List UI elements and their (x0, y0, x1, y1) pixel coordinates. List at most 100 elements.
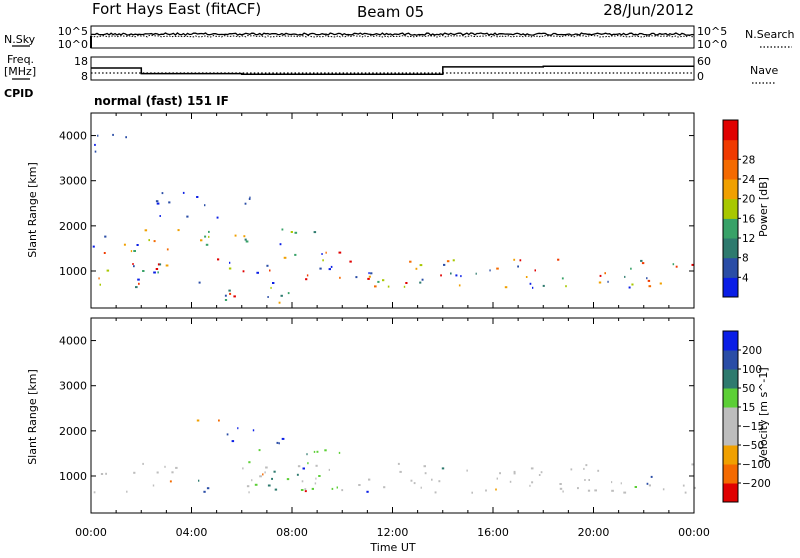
velocity-data-point (328, 468, 330, 471)
velocity-data-point (540, 471, 543, 474)
velocity-data-point (206, 487, 210, 490)
colorbar-swatch (723, 120, 738, 141)
nsky-trace (91, 32, 695, 37)
velocity-data-point (316, 450, 319, 453)
power-data-point (440, 274, 442, 277)
power-data-point (104, 235, 107, 238)
power-data-point (599, 274, 602, 277)
velocity-data-point (307, 462, 309, 465)
colorbar-swatch (723, 139, 738, 160)
power-data-point (283, 256, 287, 259)
power-scatter (92, 133, 695, 304)
power-data-point (306, 274, 309, 277)
power-data-point (672, 263, 675, 266)
power-data-point (648, 285, 652, 288)
power-data-point (98, 277, 100, 280)
velocity-data-point (264, 471, 266, 474)
power-data-point (97, 134, 99, 137)
velocity-data-point (611, 481, 613, 484)
power-data-point (630, 267, 632, 270)
time-tick-label: 00:00 (75, 526, 107, 539)
power-data-point (421, 278, 424, 281)
power-data-point (142, 270, 145, 272)
power-y-tick-label: 2000 (59, 220, 87, 233)
power-data-point (460, 275, 462, 278)
velocity-data-point (530, 467, 534, 470)
nave-label: Nave (750, 64, 778, 77)
velocity-data-point (383, 486, 386, 489)
power-data-point (198, 281, 201, 284)
velocity-data-point (242, 467, 244, 470)
velocity-data-point (562, 490, 564, 493)
power-data-point (266, 264, 269, 267)
power-data-point (377, 280, 380, 283)
noise-right-tick-top: 10^5 (697, 25, 727, 38)
cpid-text: normal (fast) 151 IF (94, 94, 229, 108)
velocity-data-point (413, 482, 416, 485)
power-data-point (133, 250, 136, 252)
colorbar-swatch (723, 159, 738, 180)
power-data-point (103, 252, 106, 254)
velocity-data-point (499, 472, 501, 475)
velocity-data-point (331, 487, 334, 490)
velocity-colorbar-tick: 50 (742, 383, 755, 395)
velocity-data-point (267, 484, 271, 487)
power-data-point (249, 196, 251, 199)
power-data-point (94, 143, 96, 146)
velocity-data-point (650, 475, 653, 478)
velocity-y-tick-label: 2000 (59, 425, 87, 438)
power-data-point (450, 272, 452, 275)
colorbar-swatch (723, 238, 738, 259)
power-data-point (534, 269, 536, 272)
power-data-point (166, 248, 169, 251)
time-tick-label: 20:00 (578, 526, 610, 539)
power-data-point (125, 136, 127, 139)
power-data-point (561, 277, 564, 280)
power-colorbar-tick: 16 (742, 213, 756, 225)
velocity-data-point (634, 486, 637, 488)
power-data-point (458, 284, 461, 287)
power-data-point (403, 285, 406, 288)
time-tick-label: 12:00 (377, 526, 409, 539)
power-data-point (92, 245, 95, 248)
power-data-point (229, 261, 231, 264)
velocity-data-point (169, 480, 172, 483)
power-data-point (217, 258, 220, 261)
power-data-point (328, 268, 331, 271)
velocity-data-point (156, 471, 159, 474)
power-data-point (228, 289, 231, 292)
velocity-data-point (313, 450, 316, 453)
velocity-data-point (424, 472, 427, 475)
power-data-point (243, 235, 246, 238)
power-data-point (153, 271, 156, 274)
power-colorbar: 4 8 12 16 20 24 28 Power [dB] (722, 119, 770, 298)
velocity-data-point (691, 463, 695, 466)
power-colorbar-label: Power [dB] (757, 177, 770, 237)
power-data-point (321, 253, 323, 255)
power-data-point (517, 265, 519, 268)
power-data-point (216, 216, 219, 219)
power-ylabel: Slant Range [km] (26, 162, 39, 258)
power-data-point (489, 269, 491, 272)
nave-right-tick-bottom: 0 (697, 70, 704, 83)
velocity-data-point (265, 466, 268, 469)
colorbar-swatch (723, 350, 738, 370)
power-data-point (155, 200, 159, 203)
velocity-data-point (509, 480, 512, 483)
power-x-ticks (90, 113, 695, 308)
freq-left-tick-top: 18 (74, 55, 88, 68)
power-data-point (281, 228, 284, 231)
power-data-point (200, 239, 203, 242)
power-data-point (196, 196, 199, 198)
velocity-data-point (274, 488, 278, 491)
noise-left-tick-top: 10^5 (58, 25, 88, 38)
velocity-data-point (570, 468, 573, 471)
velocity-data-point (577, 487, 579, 490)
power-data-point (229, 292, 232, 295)
velocity-colorbar-tick: 200 (742, 345, 762, 357)
velocity-data-point (300, 489, 304, 491)
power-data-point (446, 260, 450, 263)
velocity-data-point (431, 478, 433, 481)
power-data-point (205, 243, 209, 246)
velocity-data-point (611, 489, 614, 492)
